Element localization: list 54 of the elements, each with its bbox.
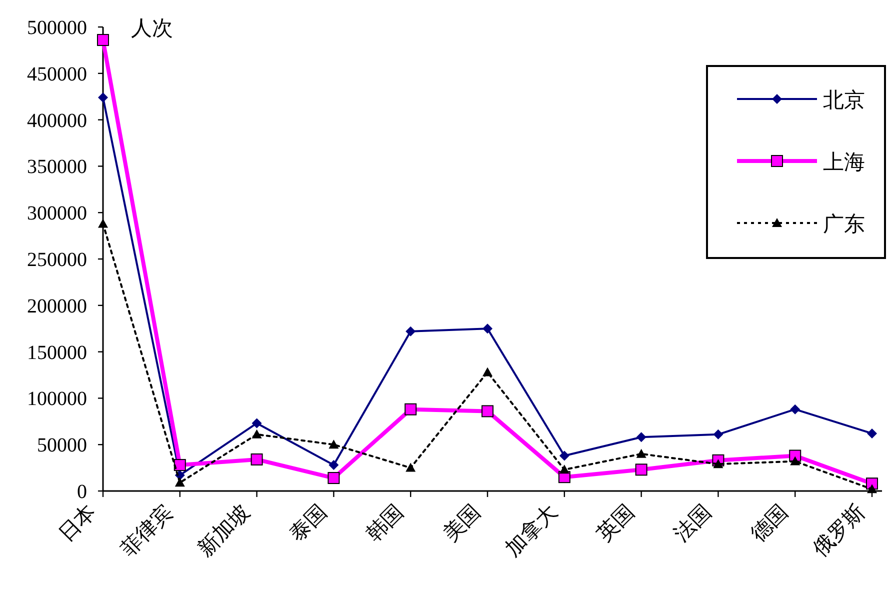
point [328, 440, 339, 449]
point [713, 429, 724, 440]
y-tick-label: 300000 [27, 202, 87, 225]
point [328, 460, 339, 470]
legend-label: 广东 [823, 213, 865, 236]
point [713, 459, 724, 468]
y-tick-label: 500000 [27, 17, 87, 39]
point [635, 464, 648, 476]
point [174, 478, 185, 487]
point [252, 418, 262, 428]
point [482, 405, 494, 418]
point [328, 472, 340, 484]
legend-label: 北京 [823, 89, 865, 112]
x-tick-label: 韩国 [362, 500, 408, 546]
point [97, 34, 109, 46]
point [250, 453, 263, 466]
y-tick-label: 150000 [27, 342, 87, 364]
x-tick-label: 美国 [439, 500, 486, 546]
point [867, 428, 877, 438]
x-tick-label: 德国 [746, 500, 793, 546]
y-tick-label: 200000 [27, 295, 87, 318]
y-tick-label: 350000 [27, 156, 87, 178]
x-tick-label: 新加坡 [194, 500, 254, 562]
y-tick-label: 250000 [27, 249, 87, 271]
point [559, 450, 570, 461]
point [559, 464, 570, 474]
y-tick-label: 0 [77, 481, 87, 503]
point [174, 459, 186, 472]
point [790, 404, 800, 414]
point [482, 367, 492, 376]
point [482, 324, 492, 334]
y-tick-label: 50000 [37, 434, 87, 457]
x-tick-label: 俄罗斯 [808, 500, 870, 562]
point [867, 484, 877, 494]
x-tick-label: 日本 [54, 500, 101, 546]
x-tick-label: 泰国 [285, 500, 332, 546]
point [636, 432, 646, 442]
x-tick-label: 法国 [670, 500, 716, 546]
y-tick-label: 450000 [27, 63, 87, 86]
y-axis-title: 人次 [131, 17, 173, 40]
y-tick-label: 100000 [27, 388, 87, 410]
point [636, 448, 646, 458]
x-tick-label: 英国 [592, 500, 639, 546]
point [790, 456, 800, 466]
point [404, 403, 417, 416]
y-tick-label: 400000 [27, 110, 87, 132]
point [252, 429, 262, 438]
x-tick-label: 菲律宾 [116, 500, 178, 562]
point [406, 326, 416, 336]
x-tick-label: 加拿大 [501, 500, 562, 562]
point [98, 218, 108, 228]
point [406, 462, 416, 472]
point [98, 92, 108, 103]
legend-label: 上海 [823, 151, 865, 174]
